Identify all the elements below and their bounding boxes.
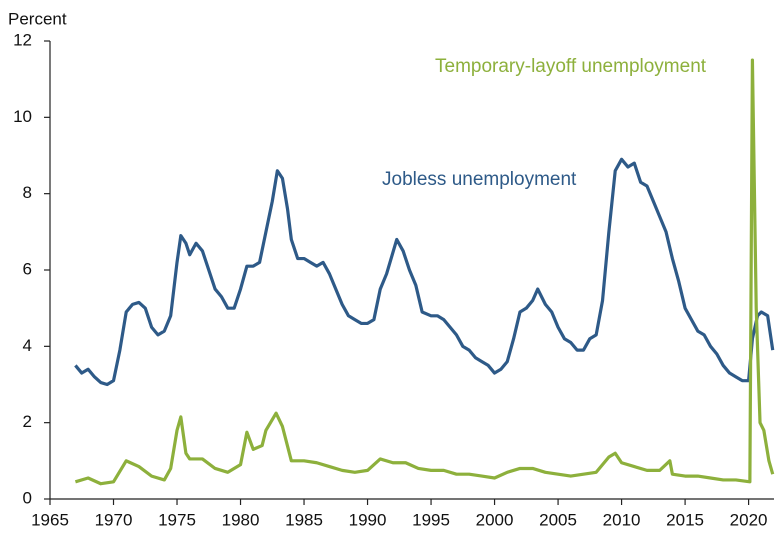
x-tick-label: 2000 (476, 510, 514, 529)
y-tick-label: 10 (13, 107, 32, 126)
series-annotation: Jobless unemployment (382, 169, 577, 190)
y-tick-label: 4 (23, 336, 32, 355)
x-tick-label: 1970 (95, 510, 133, 529)
series-line (74, 58, 775, 486)
x-tick-label: 1980 (222, 510, 260, 529)
y-tick-label: 8 (23, 183, 32, 202)
x-tick-label: 2005 (539, 510, 577, 529)
y-tick-label: 0 (23, 488, 32, 507)
y-tick-label: 2 (23, 412, 32, 431)
x-tick-label: 1985 (285, 510, 323, 529)
x-tick-label: 1990 (349, 510, 387, 529)
x-tick-label: 1965 (31, 510, 69, 529)
x-tick-label: 2010 (603, 510, 641, 529)
y-tick-label: 12 (13, 30, 32, 49)
y-axis-label: Percent (8, 9, 67, 28)
x-tick-label: 1975 (158, 510, 196, 529)
series-annotation: Temporary-layoff unemployment (435, 56, 707, 77)
x-tick-label: 2015 (666, 510, 704, 529)
series-line (74, 157, 775, 387)
x-tick-label: 1995 (412, 510, 450, 529)
y-tick-label: 6 (23, 259, 32, 278)
x-tick-label: 2020 (730, 510, 768, 529)
